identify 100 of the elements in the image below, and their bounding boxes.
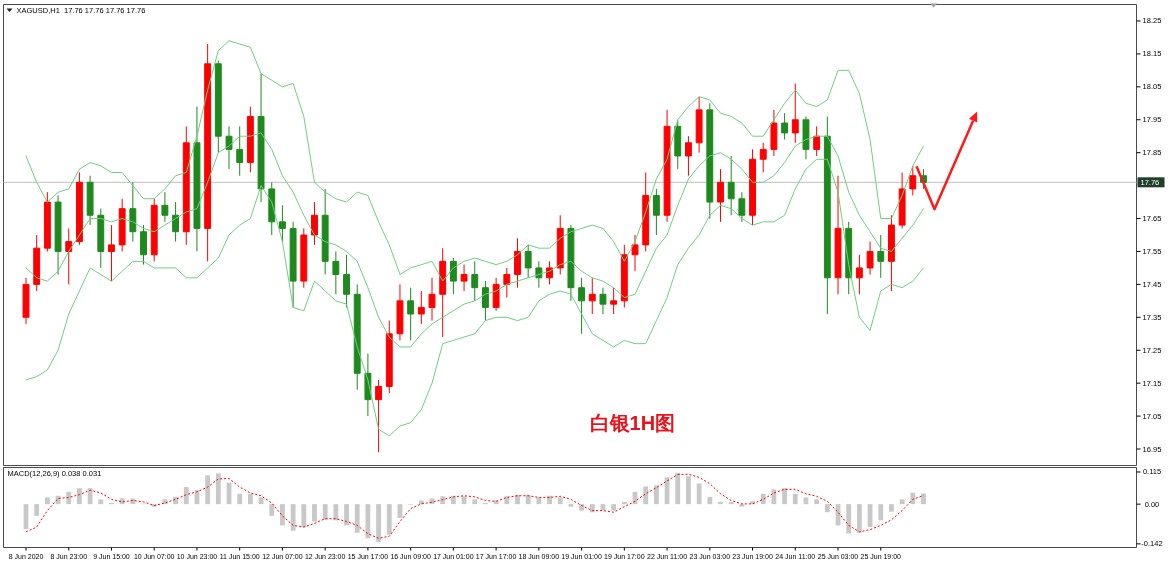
bar [611, 504, 617, 511]
bar [547, 495, 552, 505]
bar [824, 504, 830, 513]
candlestick [214, 59, 222, 154]
candlestick [407, 287, 415, 341]
candlestick [417, 290, 425, 325]
bar [621, 501, 627, 505]
candlestick [289, 221, 297, 308]
bar [344, 504, 349, 526]
candlestick [813, 125, 821, 157]
bar [579, 504, 584, 511]
candlestick [471, 260, 479, 302]
bar [290, 504, 296, 531]
candlestick [193, 106, 201, 252]
candlestick [706, 102, 714, 220]
candlestick [225, 125, 233, 170]
bar [856, 504, 862, 533]
candlestick [449, 257, 457, 295]
candlestick [182, 125, 190, 246]
candlestick [481, 280, 489, 322]
candlestick [727, 155, 735, 216]
candlestick [631, 234, 639, 272]
bar [44, 497, 50, 505]
bar [515, 494, 520, 505]
candlestick [236, 125, 244, 177]
candlestick [578, 277, 586, 335]
bar [536, 497, 542, 505]
candlestick [75, 171, 83, 246]
bar [376, 504, 381, 542]
bar [899, 499, 905, 505]
bar [280, 504, 285, 526]
candlestick [385, 320, 393, 394]
candlestick [22, 277, 30, 325]
candlestick [599, 287, 607, 315]
bar [878, 504, 884, 521]
candlestick [759, 142, 767, 173]
bar [386, 504, 392, 535]
annotation: 白银1H图 [589, 412, 676, 435]
bar [889, 504, 894, 512]
candlestick [567, 224, 575, 302]
candlestick [97, 208, 105, 269]
bar [312, 504, 317, 522]
candlestick [129, 181, 137, 243]
bar [643, 486, 649, 505]
bar [728, 501, 734, 505]
bar [525, 494, 531, 505]
candlestick [332, 250, 340, 295]
candlestick [43, 191, 51, 252]
candlestick [685, 135, 692, 177]
bar [707, 496, 713, 505]
bar [814, 499, 820, 505]
candlestick [311, 201, 318, 246]
bar [66, 491, 72, 505]
bar [215, 473, 221, 505]
candlestick [791, 83, 799, 144]
candlestick [834, 175, 842, 295]
candlestick [161, 191, 169, 223]
bar [696, 483, 702, 505]
candlestick [428, 277, 436, 322]
line-series [25, 158, 924, 437]
candlestick [642, 171, 650, 252]
bar [910, 492, 916, 505]
candlestick [888, 214, 895, 292]
bar [739, 504, 745, 507]
candlestick [823, 115, 831, 315]
bar [333, 504, 339, 521]
candlestick [652, 188, 660, 236]
candlestick [118, 198, 126, 252]
candlestick [738, 191, 746, 223]
candlestick [620, 244, 628, 308]
candlestick [396, 283, 404, 341]
bar [301, 504, 307, 528]
candlestick [140, 224, 147, 266]
candlestick [492, 277, 500, 312]
candlestick [514, 237, 521, 289]
candlestick [108, 224, 115, 282]
bar [98, 499, 104, 505]
bar [77, 488, 82, 505]
bar [921, 493, 926, 505]
bar [718, 501, 723, 505]
bar [205, 475, 211, 505]
bar [247, 493, 253, 505]
candlestick [877, 234, 885, 279]
bar [653, 485, 659, 505]
candlestick [524, 244, 532, 279]
candlestick [150, 198, 158, 262]
bar [792, 493, 798, 505]
bar [354, 504, 360, 533]
candlestick [695, 96, 703, 154]
bar [322, 504, 328, 520]
bar [183, 487, 189, 505]
candlestick [898, 171, 906, 229]
bar [440, 496, 446, 505]
candlestick [65, 227, 73, 285]
candlestick [770, 109, 778, 157]
candlestick [588, 277, 596, 315]
bar [365, 504, 371, 539]
candlestick [375, 379, 383, 453]
candlestick [503, 267, 511, 299]
candlestick [610, 287, 618, 315]
